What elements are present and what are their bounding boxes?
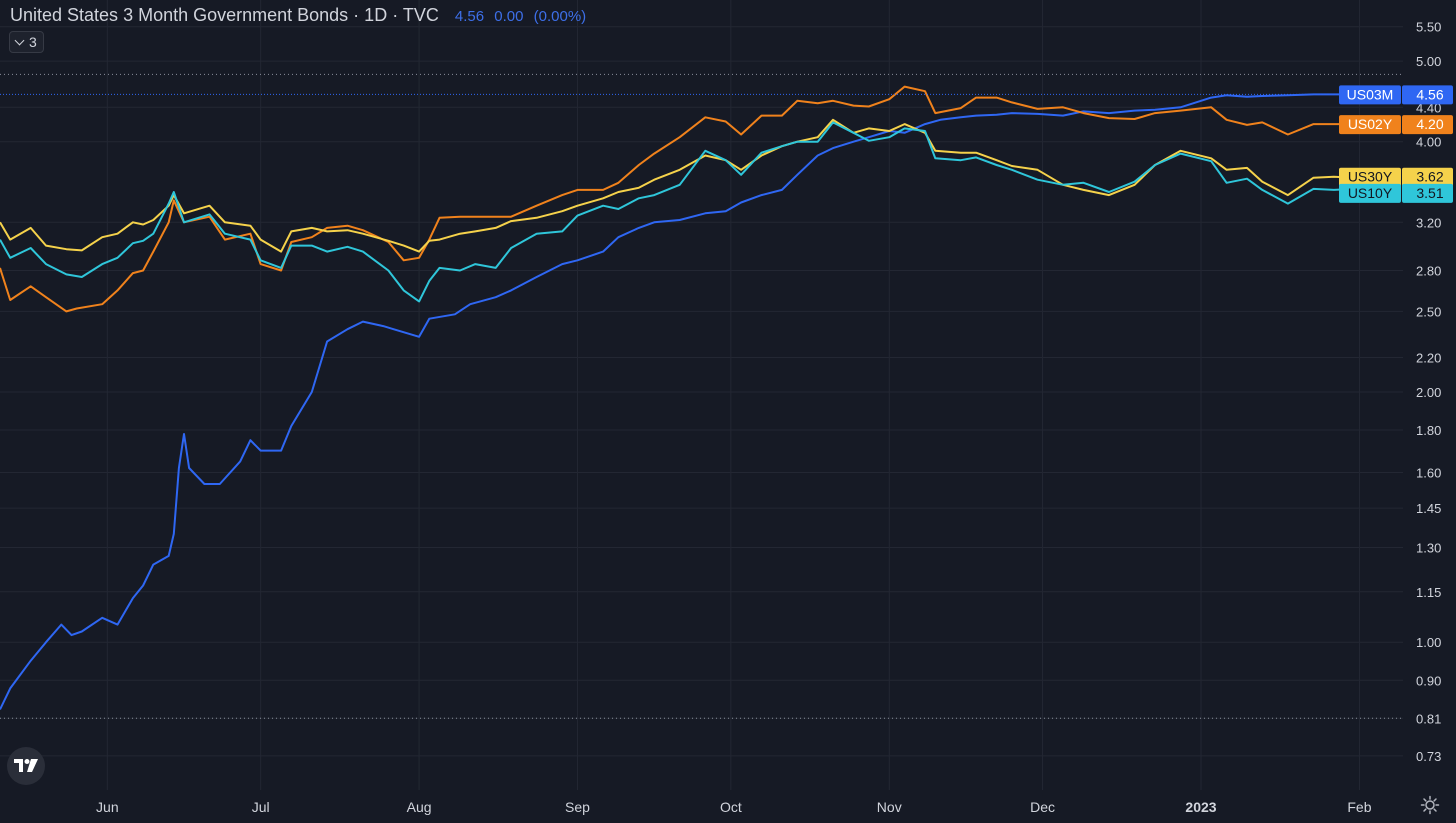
series-line-us10y [0,121,1355,303]
series-name-tag [1339,85,1401,105]
series-label-us03m: US03M 4.56 [1339,85,1453,105]
y-tick-label: 0.81 [1416,711,1441,726]
y-tick-label: 1.60 [1416,466,1441,481]
series-name-tag [1339,115,1401,135]
series-name-text: US03M [1347,86,1394,102]
chart-title: United States 3 Month Government Bonds ·… [10,5,439,25]
series-label-us30y: US30Y 3.62 [1339,167,1453,187]
price-quote: 4.56 0.00 (0.00%) [455,8,586,25]
series-toggle-button[interactable]: 3 [9,31,44,53]
series-value-tag [1402,183,1453,203]
y-tick-label: 0.90 [1416,673,1441,688]
chevron-down-icon [14,35,25,46]
tradingview-logo-icon[interactable] [7,747,45,785]
x-tick-label: Nov [877,799,902,815]
series-value-text: 4.20 [1416,116,1443,132]
y-tick-label: 2.80 [1416,263,1441,278]
x-tick-label: Sep [565,799,590,815]
y-tick-label: 2.20 [1416,351,1441,366]
x-tick-label: Dec [1030,799,1055,815]
series-name-text: US10Y [1348,185,1393,201]
series-value-text: 4.56 [1416,86,1443,102]
y-tick-label: 1.30 [1416,540,1441,555]
price-change-percent: (0.00%) [533,8,587,25]
series-name-text: US30Y [1348,169,1393,185]
grid-lines [0,0,1403,790]
series-value-tag [1402,85,1453,105]
series-value-tag [1402,115,1453,135]
series-name-tag [1339,183,1401,203]
series-value-text: 3.51 [1416,185,1443,201]
series-value-text: 3.62 [1416,169,1443,185]
x-tick-label: Feb [1347,799,1371,815]
y-tick-label: 2.50 [1416,304,1441,319]
x-tick-label: 2023 [1185,799,1216,815]
y-tick-label: 2.00 [1416,385,1441,400]
y-tick-label: 1.45 [1416,501,1441,516]
y-tick-label: 1.80 [1416,423,1441,438]
x-tick-label: Aug [407,799,432,815]
price-change: 0.00 [494,8,524,25]
series-name-text: US02Y [1348,116,1393,132]
y-tick-label: 1.15 [1416,585,1441,600]
x-tick-label: Oct [720,799,742,815]
y-tick-label: 3.20 [1416,215,1441,230]
y-tick-label: 0.73 [1416,749,1441,764]
y-tick-label: 5.50 [1416,20,1441,35]
series-label-us02y: US02Y 4.20 [1339,115,1453,135]
x-tick-label: Jun [96,799,119,815]
last-price: 4.56 [454,8,485,25]
y-tick-label: 4.00 [1416,135,1441,150]
chart-header: United States 3 Month Government Bonds ·… [10,5,586,26]
y-tick-label: 5.00 [1416,54,1441,69]
series-line-us03m [0,93,1355,710]
series-label-us10y: US10Y 3.51 [1339,183,1453,203]
y-tick-label: 1.00 [1416,635,1441,650]
series-count: 3 [29,34,37,50]
series-name-tag [1339,167,1401,187]
gear-icon[interactable] [1420,795,1440,815]
series-line-us02y [0,85,1355,313]
x-tick-label: Jul [252,799,270,815]
series-value-tag [1402,167,1453,187]
